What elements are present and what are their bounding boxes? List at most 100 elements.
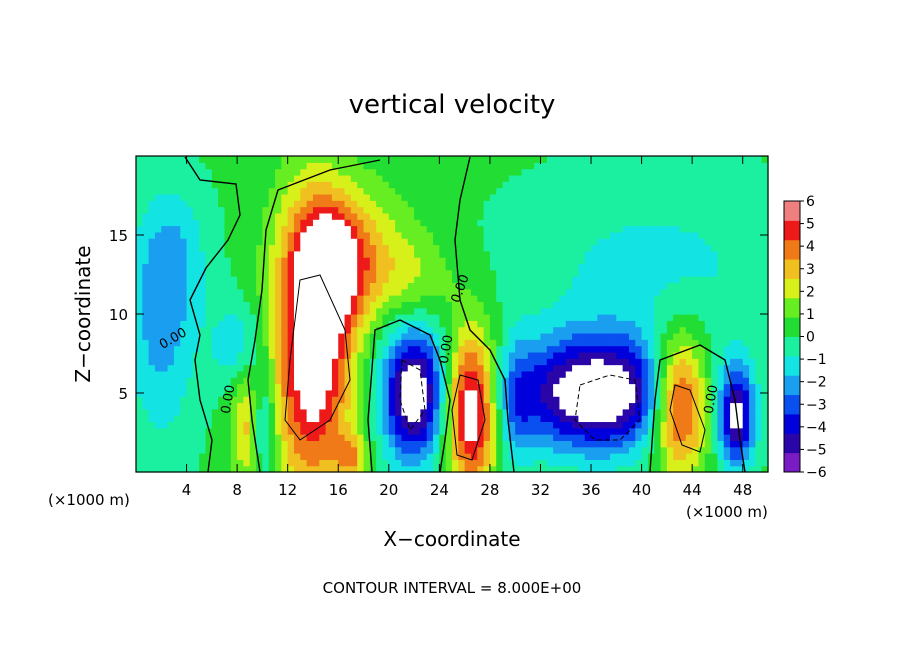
heatmap-cell: [597, 396, 605, 404]
heatmap-cell: [142, 465, 150, 473]
heatmap-cell: [401, 257, 409, 265]
heatmap-cell: [173, 314, 181, 321]
heatmap-cell: [711, 238, 719, 246]
heatmap-cell: [584, 383, 592, 391]
heatmap-cell: [591, 307, 598, 315]
heatmap-cell: [262, 440, 270, 448]
heatmap-cell: [407, 212, 415, 220]
heatmap-cell: [647, 326, 655, 334]
heatmap-cell: [553, 465, 561, 473]
heatmap-cell: [641, 269, 649, 277]
heatmap-cell: [350, 295, 358, 302]
heatmap-cell: [376, 181, 384, 189]
heatmap-cell: [338, 212, 346, 220]
heatmap-cell: [521, 162, 529, 170]
heatmap-cell: [211, 263, 219, 271]
heatmap-cell: [186, 465, 194, 473]
heatmap-cell: [692, 389, 700, 397]
heatmap-cell: [325, 219, 333, 227]
heatmap-cell: [508, 288, 516, 296]
heatmap-cell: [477, 206, 485, 214]
heatmap-cell: [679, 351, 687, 359]
heatmap-cell: [287, 415, 295, 423]
heatmap-cell: [287, 295, 295, 302]
heatmap-cell: [312, 421, 320, 429]
heatmap-cell: [148, 187, 156, 195]
heatmap-cell: [508, 263, 516, 271]
heatmap-cell: [508, 440, 516, 448]
heatmap-cell: [388, 295, 396, 302]
heatmap-cell: [673, 263, 681, 271]
heatmap-cell: [521, 351, 529, 359]
heatmap-cell: [230, 389, 238, 397]
heatmap-cell: [496, 453, 504, 460]
heatmap-cell: [382, 339, 390, 347]
heatmap-cell: [591, 187, 598, 195]
heatmap-cell: [572, 231, 579, 239]
heatmap-cell: [268, 301, 276, 309]
heatmap-cell: [597, 345, 605, 353]
heatmap-cell: [578, 459, 586, 467]
heatmap-cell: [761, 282, 769, 290]
heatmap-cell: [319, 295, 327, 302]
heatmap-cell: [698, 263, 706, 271]
heatmap-cell: [142, 193, 150, 201]
heatmap-cell: [306, 351, 314, 359]
heatmap-cell: [173, 370, 181, 378]
heatmap-cell: [483, 225, 491, 233]
heatmap-cell: [749, 263, 756, 271]
heatmap-cell: [154, 307, 162, 315]
heatmap-cell: [628, 168, 636, 176]
heatmap-cell: [698, 269, 706, 277]
heatmap-cell: [382, 156, 390, 163]
heatmap-cell: [489, 402, 497, 410]
heatmap-cell: [173, 351, 181, 359]
heatmap-cell: [515, 427, 523, 435]
heatmap-cell: [205, 434, 213, 441]
heatmap-cell: [458, 332, 466, 340]
heatmap-cell: [698, 250, 706, 258]
heatmap-cell: [224, 364, 232, 372]
heatmap-cell: [742, 396, 750, 404]
heatmap-cell: [521, 263, 529, 271]
heatmap-cell: [553, 427, 561, 435]
heatmap-cell: [186, 206, 194, 214]
heatmap-cell: [464, 263, 472, 271]
heatmap-cell: [256, 314, 263, 321]
heatmap-cell: [736, 351, 744, 359]
heatmap-cell: [635, 434, 643, 441]
heatmap-cell: [723, 389, 731, 397]
heatmap-cell: [407, 162, 415, 170]
heatmap-cell: [508, 301, 516, 309]
heatmap-cell: [186, 364, 194, 372]
heatmap-cell: [711, 212, 719, 220]
heatmap-cell: [515, 301, 523, 309]
heatmap-cell: [692, 339, 700, 347]
heatmap-cell: [572, 427, 579, 435]
heatmap-cell: [603, 396, 611, 404]
heatmap-cell: [610, 295, 617, 302]
heatmap-cell: [211, 459, 219, 467]
heatmap-cell: [508, 345, 516, 353]
heatmap-cell: [414, 453, 421, 460]
heatmap-cell: [616, 174, 624, 182]
heatmap-cell: [148, 257, 156, 265]
heatmap-cell: [603, 440, 611, 448]
heatmap-cell: [338, 465, 346, 473]
heatmap-cell: [357, 162, 365, 170]
heatmap-cell: [736, 238, 744, 246]
heatmap-cell: [376, 370, 384, 378]
heatmap-cell: [502, 370, 510, 378]
heatmap-cell: [281, 162, 289, 170]
heatmap-cell: [439, 307, 447, 315]
heatmap-cell: [306, 427, 314, 435]
heatmap-cell: [660, 244, 668, 252]
heatmap-cell: [148, 370, 156, 378]
heatmap-cell: [363, 231, 371, 239]
heatmap-cell: [230, 402, 238, 410]
heatmap-cell: [591, 459, 598, 467]
heatmap-cell: [287, 168, 295, 176]
heatmap-cell: [338, 440, 346, 448]
heatmap-cell: [723, 168, 731, 176]
heatmap-cell: [161, 295, 169, 302]
